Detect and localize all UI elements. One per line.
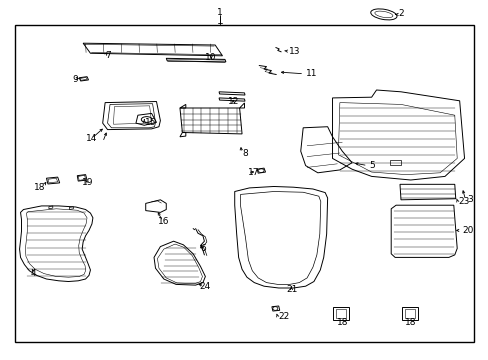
Text: 14: 14 bbox=[86, 134, 98, 143]
Text: 23: 23 bbox=[458, 197, 469, 206]
Text: 9: 9 bbox=[72, 75, 78, 84]
Text: 2: 2 bbox=[398, 9, 404, 18]
Text: 5: 5 bbox=[368, 161, 374, 170]
Text: 7: 7 bbox=[105, 51, 111, 60]
Text: 1: 1 bbox=[217, 8, 223, 17]
Text: 18: 18 bbox=[33, 183, 45, 192]
Text: 6: 6 bbox=[200, 244, 205, 253]
Text: 12: 12 bbox=[227, 97, 239, 106]
Bar bbox=[15, 25, 473, 342]
Text: 8: 8 bbox=[242, 149, 247, 158]
Text: 13: 13 bbox=[288, 47, 300, 56]
Text: 19: 19 bbox=[82, 179, 94, 188]
Text: 22: 22 bbox=[278, 312, 289, 321]
Text: 16: 16 bbox=[158, 217, 169, 226]
Text: 18: 18 bbox=[336, 318, 347, 327]
Text: 10: 10 bbox=[204, 53, 216, 62]
Text: 24: 24 bbox=[199, 282, 211, 291]
Text: 21: 21 bbox=[286, 285, 298, 294]
Text: 4: 4 bbox=[30, 269, 36, 278]
Text: 17: 17 bbox=[248, 168, 260, 177]
Text: 15: 15 bbox=[144, 118, 156, 127]
Text: 18: 18 bbox=[404, 318, 416, 327]
Text: 11: 11 bbox=[305, 69, 317, 78]
Text: 20: 20 bbox=[461, 226, 472, 235]
Text: 3: 3 bbox=[466, 195, 472, 204]
